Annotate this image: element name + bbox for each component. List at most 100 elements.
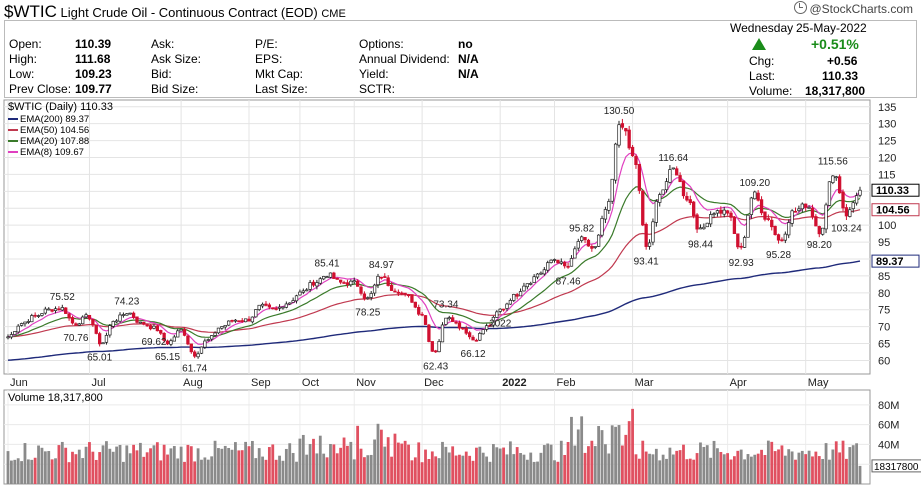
candle-body <box>213 332 217 336</box>
volume-bar <box>332 444 336 484</box>
volume-bar <box>118 444 122 484</box>
candle-body <box>749 197 754 215</box>
volume-bar <box>342 437 346 484</box>
volume-bar <box>162 444 166 484</box>
volume-bar <box>16 458 20 484</box>
volume-bar <box>661 454 665 484</box>
candle-body <box>549 259 553 263</box>
candle-body <box>301 290 305 293</box>
volume-bar <box>217 448 220 484</box>
yield-label: Yield: <box>359 67 389 81</box>
candle-body <box>40 313 44 316</box>
volume-bar <box>851 445 855 484</box>
volume-bar <box>587 446 590 484</box>
ema-line-200 <box>7 260 861 361</box>
candle-body <box>573 248 577 259</box>
candle-body <box>783 233 787 241</box>
eps-label: EPS: <box>255 52 283 66</box>
candle-body <box>566 265 570 268</box>
candle-body <box>240 320 244 322</box>
volume-bar <box>403 440 407 484</box>
candle-body <box>230 320 234 322</box>
month-label: Jul <box>91 377 105 389</box>
price-annotation: 93.41 <box>634 256 659 267</box>
candle-body <box>43 308 47 314</box>
candle-body <box>661 189 665 195</box>
volume-bar <box>220 448 224 484</box>
candle-body <box>121 314 126 316</box>
candle-body <box>447 317 451 320</box>
candle-body <box>281 306 285 309</box>
candle-body <box>36 315 41 317</box>
volume-tick-label: 80M <box>878 400 899 412</box>
volume-bar <box>267 447 271 484</box>
candle-body <box>64 307 68 314</box>
candle-body <box>719 209 723 214</box>
volume-bar <box>6 451 10 484</box>
candle-body <box>152 325 156 329</box>
candle-body <box>529 283 533 285</box>
candle-body <box>91 318 95 326</box>
candle-body <box>773 225 777 236</box>
candle-body <box>193 351 197 357</box>
candle-body <box>827 181 832 206</box>
volume-bar <box>736 450 740 484</box>
volume-bar <box>26 459 30 484</box>
candle-body <box>804 203 808 208</box>
symbol[interactable]: $WTIC <box>4 2 57 21</box>
volume-bar <box>47 451 51 484</box>
candle-body <box>610 178 614 202</box>
volume-bar <box>766 440 770 484</box>
candle-body <box>393 290 397 293</box>
stockcharts-credit[interactable]: @StockCharts.com <box>794 1 913 16</box>
volume-value: 18,317,800 <box>805 84 866 98</box>
volume-bar <box>152 445 156 484</box>
candle-body <box>501 308 506 311</box>
candle-body <box>97 333 102 345</box>
candle-body <box>417 306 421 315</box>
volume-bar <box>43 451 47 484</box>
volume-bar <box>695 453 699 484</box>
candle-body <box>539 272 543 275</box>
candle-body <box>824 204 828 230</box>
candle-body <box>94 325 98 334</box>
volume-bar <box>142 456 146 484</box>
annual-dividend-value: N/A <box>458 52 479 66</box>
price-tick-label: 65 <box>878 339 890 351</box>
price-annotation: 75.52 <box>50 292 75 303</box>
candle-body <box>454 321 458 324</box>
volume-bar <box>722 454 726 484</box>
volume-bar <box>349 441 353 484</box>
candle-body <box>165 340 170 345</box>
volume-bar <box>821 458 825 484</box>
chg-label: Chg: <box>749 54 775 68</box>
candle-body <box>552 259 557 261</box>
volume-bar <box>658 460 662 484</box>
volume-bar <box>9 460 13 484</box>
volume-bar <box>610 425 614 484</box>
volume-bar <box>505 454 509 484</box>
exchange: CME <box>321 8 346 20</box>
candle-body <box>807 207 811 209</box>
candle-body <box>770 219 774 228</box>
volume-bar <box>430 451 434 484</box>
volume-bar <box>733 456 736 484</box>
volume-bar <box>631 408 634 484</box>
volume-bar <box>359 448 363 484</box>
candle-body <box>233 319 238 322</box>
candle-body <box>637 164 642 191</box>
volume-bar <box>74 454 78 484</box>
candle-body <box>712 213 716 215</box>
volume-bar <box>23 443 27 484</box>
volume-bar <box>64 447 68 484</box>
chg-value: +0.56 <box>827 54 858 68</box>
volume-bar <box>369 454 373 484</box>
volume-bar <box>654 448 658 484</box>
volume-bar <box>278 455 281 484</box>
candle-body <box>308 282 312 290</box>
volume-bar <box>624 434 628 484</box>
volume-bar <box>81 458 85 484</box>
volume-bar <box>712 440 716 484</box>
volume-bar <box>203 457 207 484</box>
